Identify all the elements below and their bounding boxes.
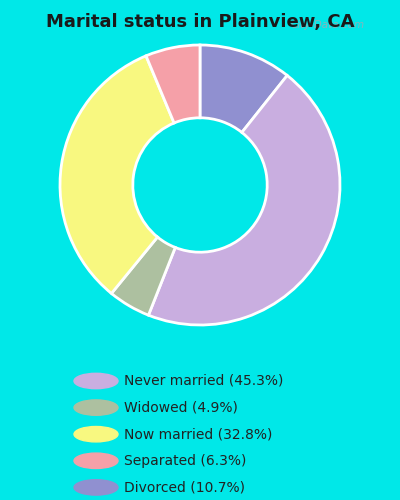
Text: City-Data.com: City-Data.com (290, 20, 364, 30)
Circle shape (74, 400, 118, 415)
Text: Separated (6.3%): Separated (6.3%) (124, 454, 246, 468)
Text: Marital status in Plainview, CA: Marital status in Plainview, CA (46, 12, 354, 30)
Wedge shape (148, 76, 340, 325)
Circle shape (74, 480, 118, 495)
Wedge shape (60, 56, 174, 294)
Wedge shape (146, 45, 200, 123)
Circle shape (74, 374, 118, 388)
Text: Now married (32.8%): Now married (32.8%) (124, 427, 272, 441)
Wedge shape (112, 237, 175, 315)
Text: Divorced (10.7%): Divorced (10.7%) (124, 480, 245, 494)
Circle shape (74, 426, 118, 442)
Text: Never married (45.3%): Never married (45.3%) (124, 374, 283, 388)
Circle shape (74, 453, 118, 468)
Wedge shape (200, 45, 287, 132)
Text: Widowed (4.9%): Widowed (4.9%) (124, 400, 238, 414)
